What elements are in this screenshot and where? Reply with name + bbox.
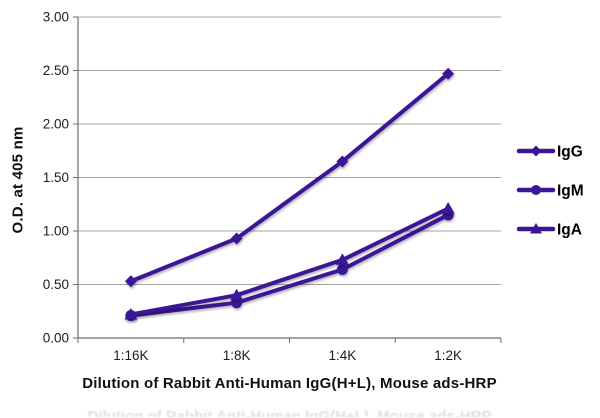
x-tick-label: 1:8K [223, 348, 251, 363]
legend-label-IgA: IgA [557, 222, 582, 239]
y-tick-label: 1.00 [43, 224, 69, 239]
diamond-marker [230, 232, 243, 245]
diamond-marker [336, 155, 349, 168]
x-tick-label: 1:2K [434, 348, 462, 363]
diamond-marker [530, 145, 542, 157]
series-line-IgM [128, 212, 451, 318]
x-tick-label: 1:4K [328, 348, 356, 363]
diamond-marker [442, 67, 455, 80]
triangle-marker [530, 223, 542, 234]
x-axis-title: Dilution of Rabbit Anti-Human IgG(H+L), … [82, 375, 497, 392]
y-axis-title: O.D. at 405 nm [9, 126, 27, 234]
y-tick-label: 2.50 [43, 63, 69, 78]
triangle-marker [441, 202, 455, 214]
y-tick-label: 0.50 [43, 277, 69, 292]
triangle-marker [230, 288, 244, 301]
series-line-IgA [128, 206, 451, 317]
legend-label-IgM: IgM [557, 183, 584, 200]
circle-marker [336, 264, 348, 276]
legend-item-IgG: IgG [516, 144, 583, 161]
triangle-marker [124, 307, 138, 320]
diamond-marker [124, 275, 137, 288]
legend-item-IgA: IgA [516, 222, 582, 239]
series-IgA [124, 202, 455, 320]
series-IgG [124, 67, 455, 288]
y-tick-label: 1.50 [43, 170, 69, 185]
series-line-IgG [128, 71, 451, 284]
circle-marker [531, 185, 541, 195]
legend-item-IgM: IgM [516, 183, 584, 200]
x-tick-label: 1:16K [113, 348, 148, 363]
legend-label-IgG: IgG [557, 144, 583, 161]
y-tick-label: 3.00 [43, 10, 69, 25]
triangle-marker [335, 253, 349, 265]
y-tick-label: 2.00 [43, 117, 69, 132]
y-tick-label: 0.00 [43, 331, 69, 346]
